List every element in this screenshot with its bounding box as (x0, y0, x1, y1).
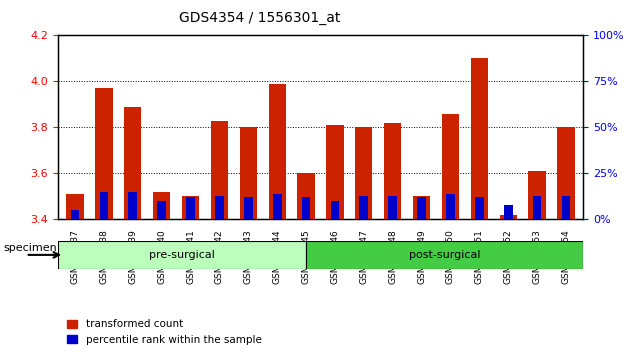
Bar (215, 195, 224, 219)
Bar (360, 195, 368, 219)
Bar (157, 201, 166, 219)
Legend: transformed count, percentile rank within the sample: transformed count, percentile rank withi… (63, 315, 266, 349)
Bar (269, 84, 286, 219)
Bar (470, 58, 488, 219)
Bar (499, 215, 517, 219)
Bar (128, 192, 137, 219)
Bar (273, 194, 281, 219)
Bar (355, 127, 372, 219)
Bar (326, 125, 344, 219)
Bar (297, 173, 315, 219)
Bar (446, 194, 455, 219)
Text: specimen: specimen (3, 243, 57, 253)
Bar (302, 198, 310, 219)
Text: pre-surgical: pre-surgical (149, 250, 215, 260)
Bar (153, 192, 171, 219)
Bar (99, 192, 108, 219)
Bar (413, 196, 430, 219)
Bar (71, 210, 79, 219)
Bar (96, 88, 113, 219)
Bar (331, 201, 339, 219)
Bar (557, 127, 574, 219)
Bar (240, 127, 257, 219)
Bar (182, 196, 199, 219)
Bar (186, 198, 195, 219)
Bar (475, 198, 484, 219)
Bar (442, 114, 459, 219)
Bar (244, 198, 253, 219)
Bar (528, 171, 545, 219)
FancyBboxPatch shape (58, 241, 306, 269)
Bar (124, 107, 142, 219)
Bar (504, 205, 513, 219)
Bar (533, 195, 542, 219)
Bar (562, 195, 570, 219)
FancyBboxPatch shape (306, 241, 583, 269)
Bar (67, 194, 84, 219)
Bar (417, 198, 426, 219)
Bar (211, 120, 228, 219)
Bar (388, 195, 397, 219)
Text: post-surgical: post-surgical (409, 250, 480, 260)
Text: GDS4354 / 1556301_at: GDS4354 / 1556301_at (179, 11, 341, 25)
Bar (384, 123, 401, 219)
